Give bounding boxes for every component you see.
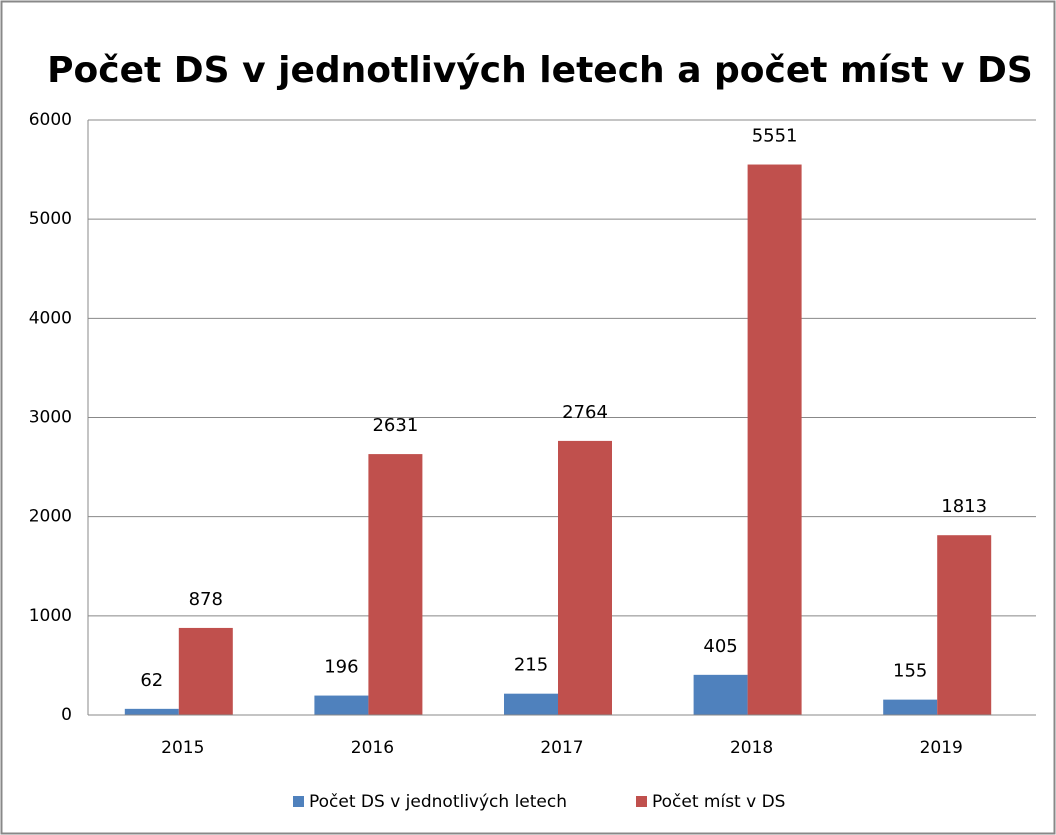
- bar: [368, 454, 423, 715]
- y-tick-label: 1000: [29, 606, 72, 626]
- value-label: 62: [140, 670, 163, 691]
- bar: [178, 627, 233, 715]
- legend-swatch: [293, 796, 304, 807]
- value-label: 1813: [941, 496, 987, 517]
- x-tick-label: 2018: [730, 738, 773, 758]
- x-tick-label: 2015: [161, 738, 204, 758]
- y-tick-label: 4000: [29, 308, 72, 328]
- y-tick-label: 0: [61, 705, 72, 725]
- value-label: 878: [189, 589, 223, 610]
- legend-label: Počet DS v jednotlivých letech: [309, 792, 567, 812]
- value-label: 196: [324, 657, 358, 678]
- x-tick-label: 2017: [540, 738, 583, 758]
- bar: [558, 440, 612, 715]
- legend-swatch: [636, 796, 647, 807]
- value-label: 2631: [372, 415, 418, 436]
- bar: [937, 535, 992, 715]
- legend-label: Počet míst v DS: [652, 792, 785, 812]
- y-tick-label: 5000: [29, 209, 72, 229]
- value-label: 215: [514, 655, 548, 676]
- y-tick-label: 3000: [29, 408, 72, 428]
- x-tick-label: 2016: [351, 738, 394, 758]
- y-tick-label: 2000: [29, 507, 72, 527]
- y-tick-label: 6000: [29, 110, 72, 130]
- bar: [693, 674, 748, 715]
- bar: [504, 693, 558, 715]
- value-label: 155: [893, 661, 927, 682]
- value-label: 5551: [752, 126, 798, 147]
- bar: [883, 699, 938, 715]
- bar: [124, 708, 179, 715]
- bar: [314, 695, 369, 715]
- bar: [747, 164, 802, 716]
- chart-title: Počet DS v jednotlivých letech a počet m…: [47, 50, 1033, 91]
- value-label: 405: [703, 636, 737, 657]
- x-tick-label: 2019: [920, 738, 963, 758]
- value-label: 2764: [562, 402, 608, 423]
